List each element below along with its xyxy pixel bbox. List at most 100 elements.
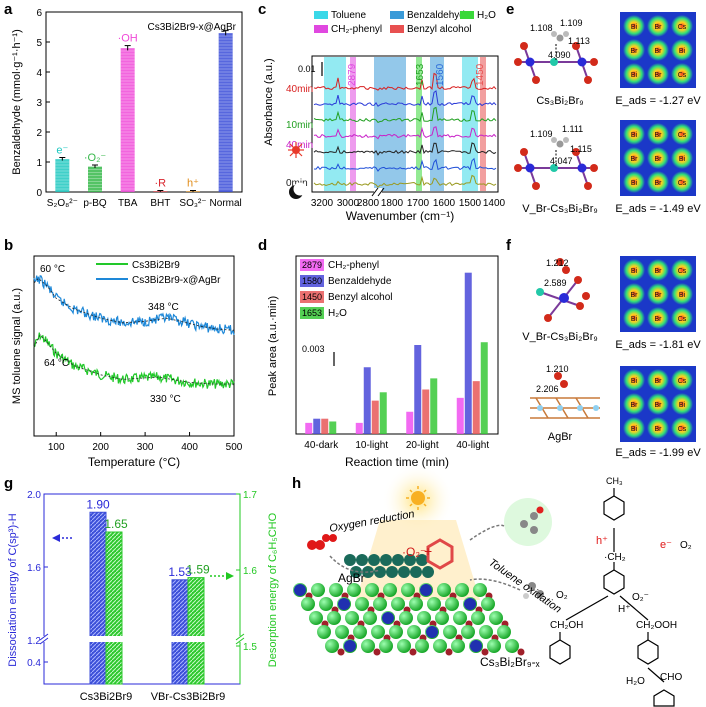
panel-e-dist-7: 1.115 xyxy=(570,144,592,154)
d-bar xyxy=(464,272,472,434)
map-atom-label: Cs xyxy=(678,72,687,79)
a-xtick-label: S₂O₈²⁻ xyxy=(47,198,78,209)
panel-label-f: f xyxy=(506,237,512,254)
d-bar xyxy=(355,422,363,434)
mech-o2-left: O₂ xyxy=(556,590,568,601)
g-bar-left xyxy=(89,511,107,685)
g-bar-label-left: 1.90 xyxy=(86,497,110,511)
slab-atom xyxy=(417,611,431,625)
slab-atom xyxy=(311,583,325,597)
map-hotspot xyxy=(623,417,645,439)
slab-atom xyxy=(327,611,341,625)
slab-br xyxy=(409,648,417,656)
slab-atom xyxy=(461,625,475,639)
map-hotspot xyxy=(623,171,645,193)
c-trace xyxy=(313,174,497,188)
agbr-atom xyxy=(356,554,368,566)
c-legend-swatch xyxy=(460,11,474,19)
map-atom-label: Br xyxy=(655,72,663,79)
c-band xyxy=(430,57,444,191)
oxygen-arrow xyxy=(329,555,381,573)
label-agbr: AgBr xyxy=(338,571,365,585)
panel-f-dist-4: 2.206 xyxy=(536,384,559,394)
map-hotspot xyxy=(647,63,669,85)
panel-a-ylabel: Benzaldehyde (mmol·g⁻¹·h⁻¹) xyxy=(11,29,23,175)
b-series-fit xyxy=(33,334,234,385)
slab-atom xyxy=(489,611,503,625)
map-atom-label: Cs xyxy=(678,132,687,139)
a-ytick-label: 6 xyxy=(36,8,42,19)
panel-f-energy-1: E_ads = -1.81 eV xyxy=(615,339,701,351)
map-hotspot xyxy=(623,39,645,61)
map-atom-label: Bi xyxy=(679,292,686,299)
slab-br xyxy=(445,648,453,656)
d-bar xyxy=(406,411,414,434)
map-atom-label: Br xyxy=(631,48,639,55)
g-bar-label-left: 1.53 xyxy=(168,565,192,579)
panel-e-structure-2 xyxy=(514,137,598,190)
panel-d-scale-label: 0.003 xyxy=(302,344,325,354)
label-cs3bi2br9x: Cs₃Bi₂Br₉-ₓ xyxy=(480,655,540,669)
map-atom-label: Cs xyxy=(678,316,687,323)
slab-atom xyxy=(455,583,469,597)
d-bar xyxy=(456,397,464,434)
panel-e-energy-1: E_ads = -1.27 eV xyxy=(615,95,701,107)
c-legend-swatch xyxy=(314,11,328,19)
panel-label-d: d xyxy=(258,237,267,254)
slab-atom xyxy=(415,639,429,653)
product-arrow xyxy=(469,524,505,541)
slab-br xyxy=(337,648,345,656)
slab-bi xyxy=(470,640,482,652)
d-legend-swatch xyxy=(300,291,324,303)
mech-ch3: CH₃ xyxy=(606,476,623,486)
c-legend-swatch xyxy=(314,25,328,33)
map-hotspot xyxy=(671,259,693,281)
panel-e-caption-1: Cs₃Bi₂Br₉ xyxy=(536,95,583,107)
toluene-arrow xyxy=(469,578,521,591)
map-atom-label: Br xyxy=(655,378,663,385)
agbr-atom xyxy=(374,566,386,578)
map-hotspot xyxy=(671,123,693,145)
toluene-molecule xyxy=(523,582,544,599)
g-bar-right xyxy=(105,531,123,685)
c-trace xyxy=(313,72,497,91)
a-bar-annotation: ·OH xyxy=(118,33,138,45)
map-atom-label: Br xyxy=(655,48,663,55)
map-atom-label: Bi xyxy=(679,156,686,163)
map-hotspot xyxy=(623,283,645,305)
c-xtick-label: 3000 xyxy=(337,198,360,209)
panel-h-schematic: Oxygen reduction AgBr Toluene oxidation … xyxy=(293,464,692,707)
a-xtick-label: BHT xyxy=(150,198,170,209)
agbr-atom xyxy=(368,554,380,566)
c-band xyxy=(416,57,422,191)
d-bar xyxy=(422,389,430,434)
d-legend-swatch xyxy=(300,259,324,271)
slab-atom xyxy=(445,597,459,611)
map-hotspot xyxy=(671,283,693,305)
panel-d-xlabel: Reaction time (min) xyxy=(345,455,449,469)
a-xtick-label: SO₃²⁻ xyxy=(179,198,206,209)
panel-f-caption-2: AgBr xyxy=(548,431,573,443)
panel-label-g: g xyxy=(4,475,13,492)
c-peak-label: 2879 xyxy=(347,63,358,86)
b-xtick-label: 300 xyxy=(137,442,154,453)
c-xtick-label: 1700 xyxy=(407,198,430,209)
map-hotspot xyxy=(647,39,669,61)
d-bar xyxy=(321,418,329,434)
map-hotspot xyxy=(647,307,669,329)
c-trace-label: 40min xyxy=(286,84,313,95)
c-xtick-label: 3200 xyxy=(311,198,334,209)
panel-g-axis-break xyxy=(39,633,245,645)
c-legend-label: CH₂-phenyl xyxy=(331,24,382,35)
mechanism-toluene xyxy=(549,488,675,707)
c-trace-label: 10min xyxy=(286,120,313,131)
map-hotspot xyxy=(647,259,669,281)
mech-h2o: H₂O xyxy=(626,676,645,687)
b-xtick-label: 100 xyxy=(48,442,65,453)
sun-icon-h xyxy=(406,486,430,510)
map-atom-label: Cs xyxy=(678,24,687,31)
agbr-atom xyxy=(392,554,404,566)
b-series-noise xyxy=(33,275,235,336)
slab-bi xyxy=(344,640,356,652)
